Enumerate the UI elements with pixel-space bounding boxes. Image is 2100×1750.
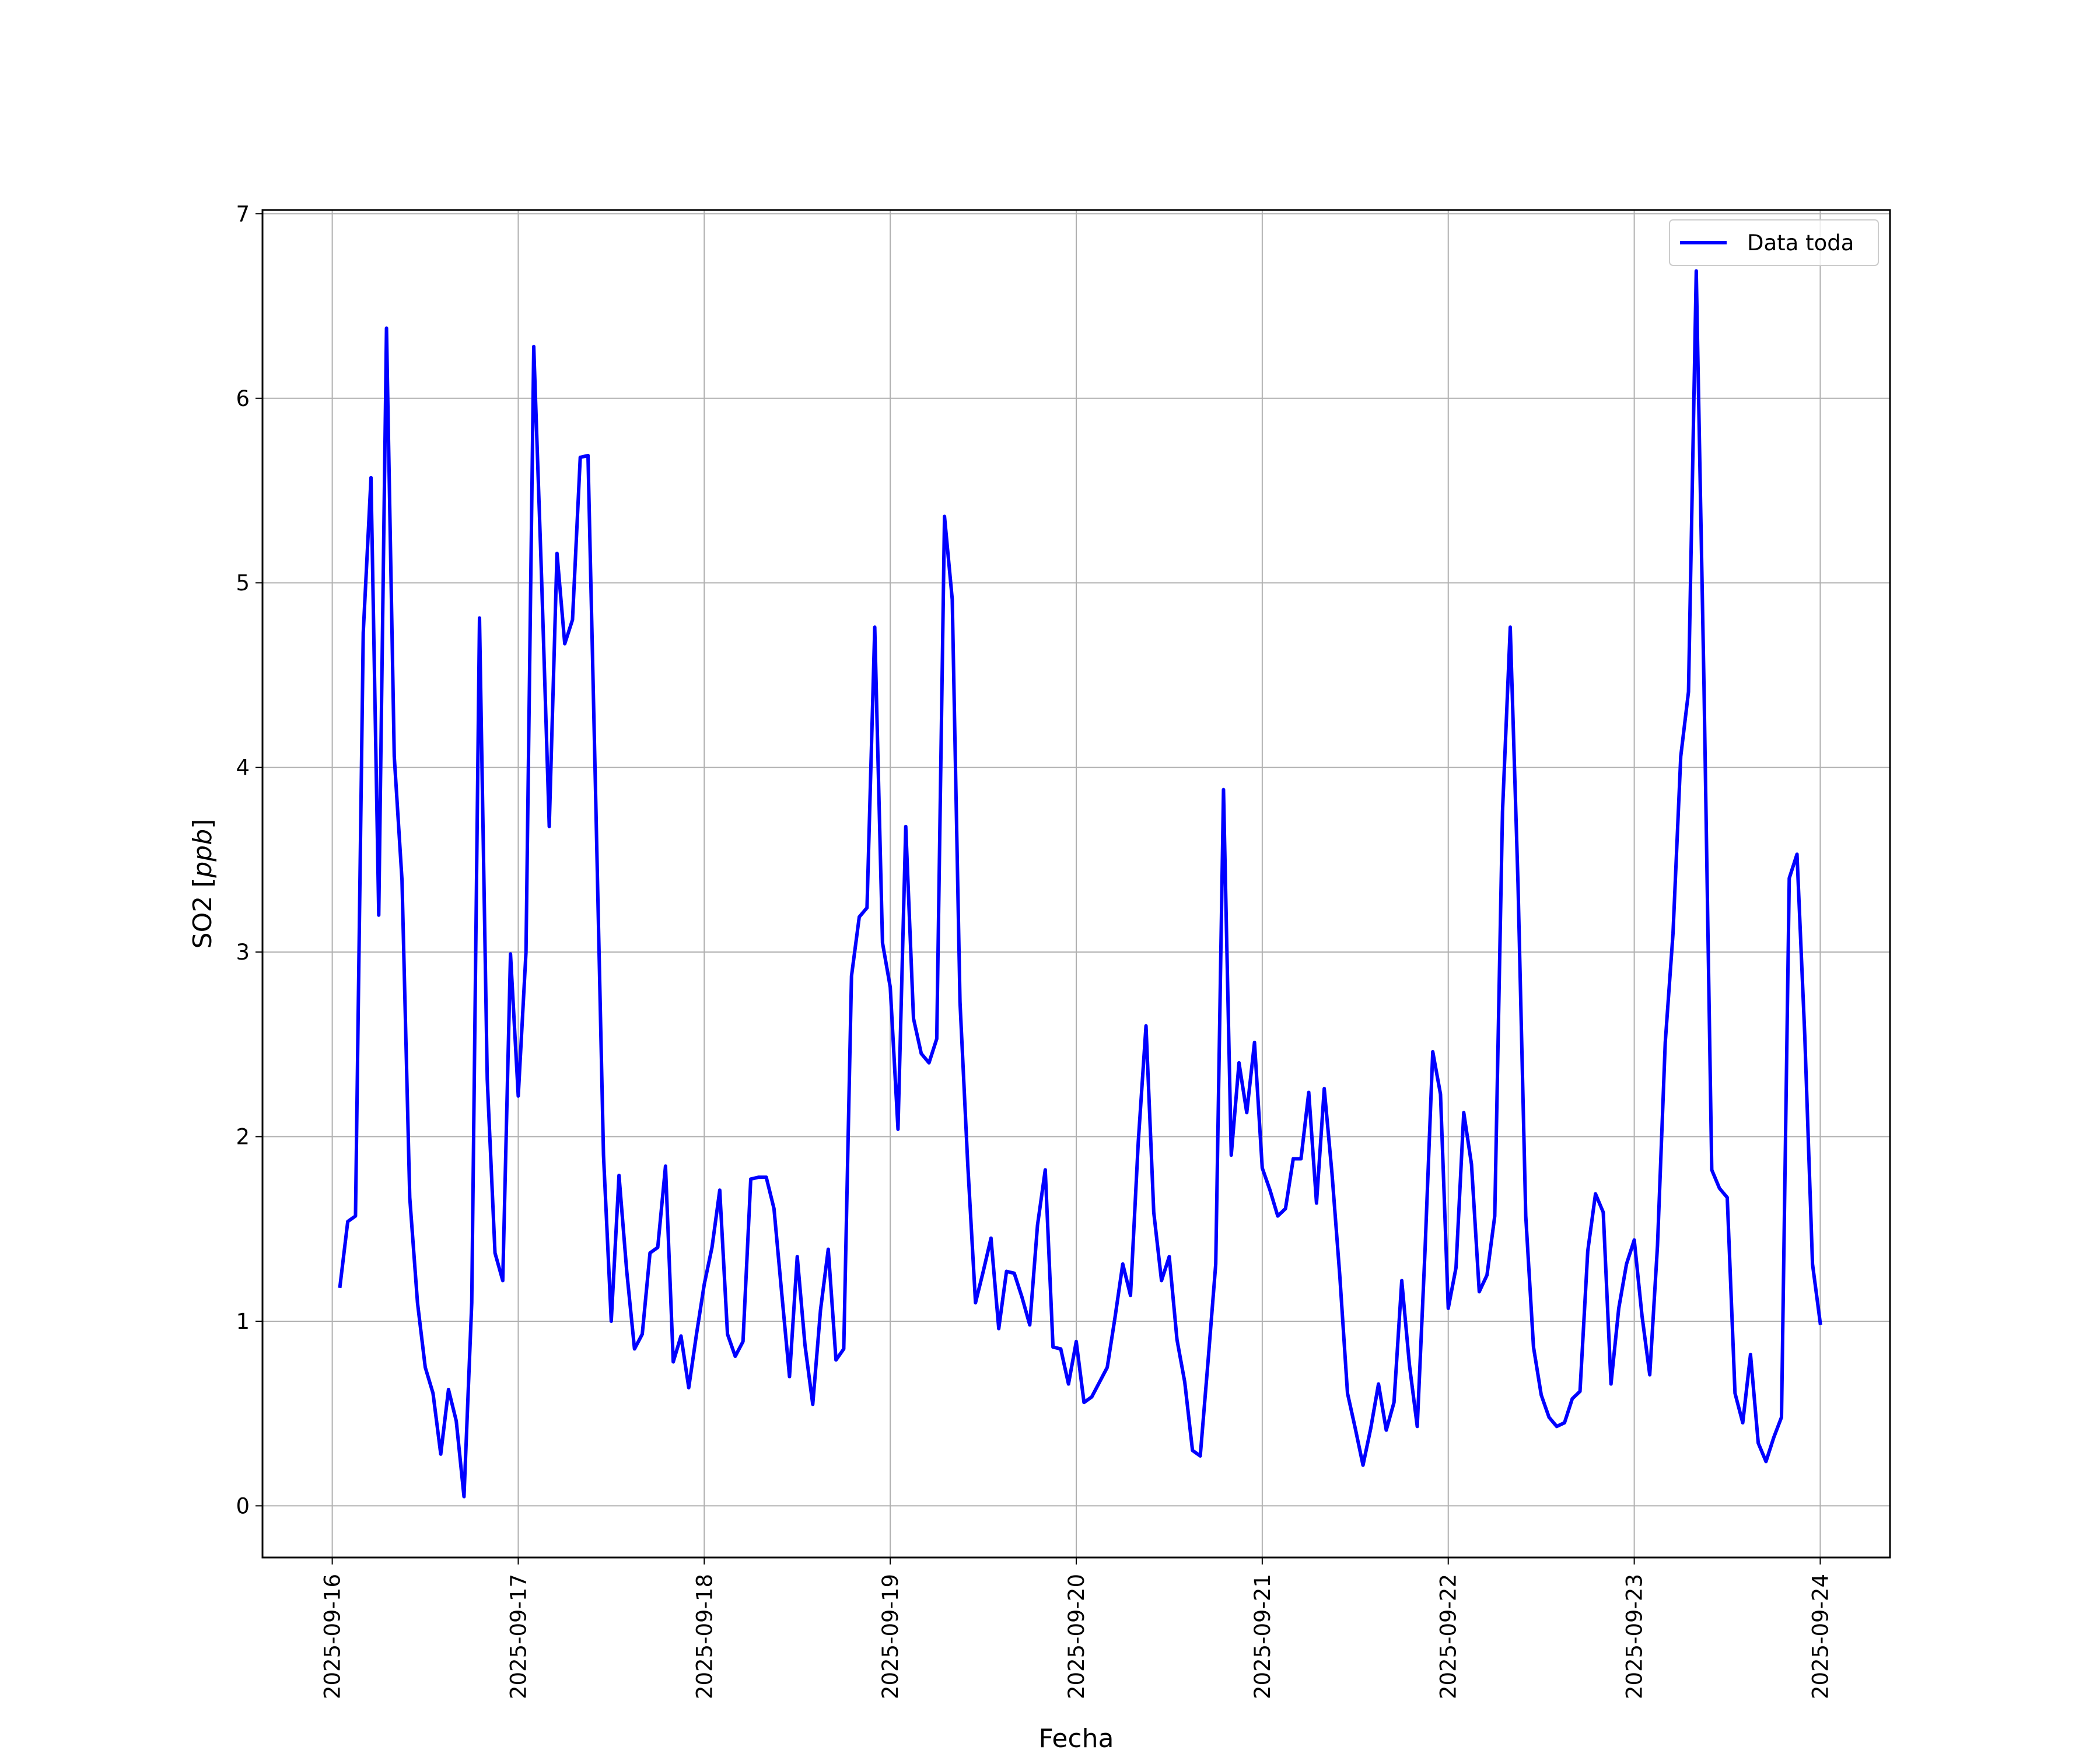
y-tick-label: 3 bbox=[236, 940, 250, 965]
y-tick-label: 4 bbox=[236, 755, 250, 780]
grid bbox=[262, 210, 1890, 1558]
y-tick-label: 0 bbox=[236, 1493, 250, 1518]
x-tick-label: 2025-09-16 bbox=[320, 1574, 345, 1699]
legend-box bbox=[1669, 219, 1879, 266]
x-axis-title: Fecha bbox=[1038, 1724, 1114, 1750]
y-axis-title-unit: ppb bbox=[188, 829, 218, 878]
series-line-0 bbox=[338, 269, 1822, 1499]
y-axis-title: SO2 [ppb] bbox=[188, 819, 218, 949]
series-layer bbox=[338, 269, 1822, 1499]
x-tick-label: 2025-09-17 bbox=[506, 1574, 531, 1699]
x-tick-label: 2025-09-24 bbox=[1808, 1574, 1833, 1699]
y-axis-title-suffix: ] bbox=[188, 819, 218, 829]
y-tick-label: 7 bbox=[236, 201, 250, 226]
x-tick-label: 2025-09-19 bbox=[878, 1574, 903, 1699]
y-axis-title-prefix: SO2 [ bbox=[188, 878, 218, 949]
y-tick-label: 5 bbox=[236, 570, 250, 596]
plot-frame bbox=[261, 209, 1891, 1559]
x-tick-label: 2025-09-20 bbox=[1064, 1574, 1089, 1699]
y-tick-label: 6 bbox=[236, 386, 250, 411]
axis-ticks: 0 1 2 3 4 5 6 7 2025-09-16 2025-09-17 2025-09-18 20… bbox=[236, 201, 1833, 1699]
x-tick-label: 2025-09-21 bbox=[1250, 1574, 1275, 1699]
y-tick-label: 1 bbox=[236, 1309, 250, 1334]
x-tick-label: 2025-09-23 bbox=[1622, 1574, 1647, 1699]
legend: Data toda bbox=[1669, 219, 1879, 266]
legend-label: Data toda bbox=[1747, 230, 1854, 256]
x-tick-label: 2025-09-18 bbox=[692, 1574, 717, 1699]
y-tick-label: 2 bbox=[236, 1125, 250, 1150]
x-tick-label: 2025-09-22 bbox=[1436, 1574, 1461, 1699]
